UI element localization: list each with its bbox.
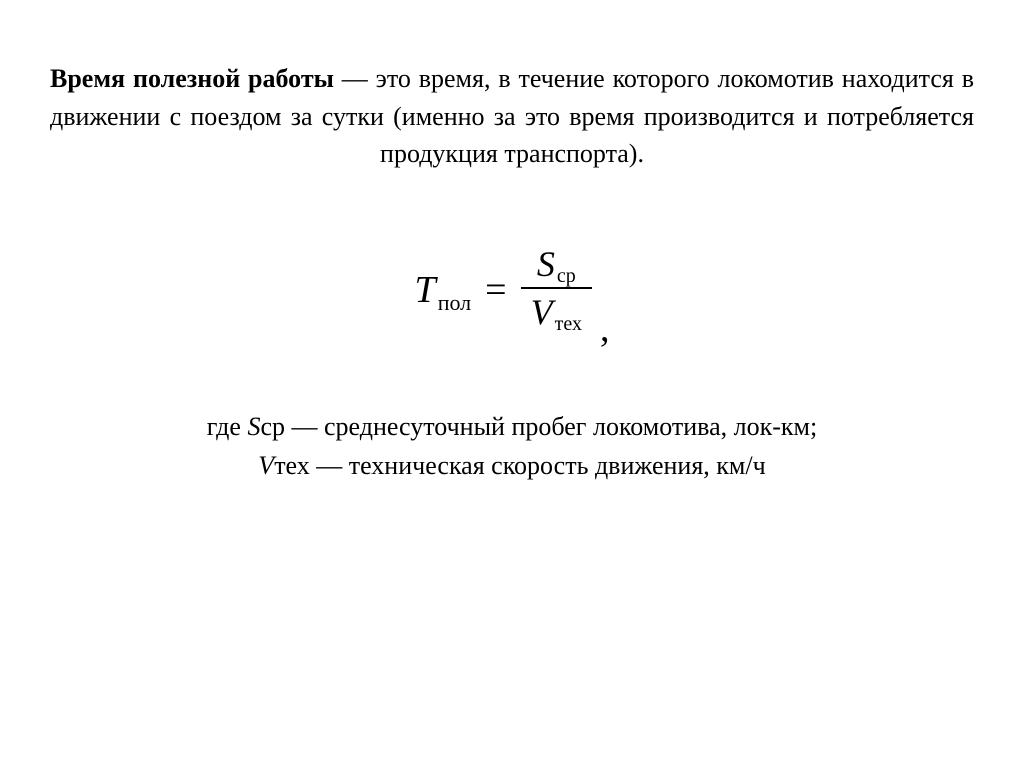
legend-sub-1: ср <box>260 412 285 441</box>
lhs-var-sub: пол <box>438 290 471 316</box>
den-var-main: V <box>531 291 553 333</box>
equals-sign: = <box>485 268 506 312</box>
formula-block: T пол = S ср V тех , <box>50 243 974 337</box>
trailing-comma: , <box>600 307 610 351</box>
lhs-variable: T пол <box>415 268 472 312</box>
num-var-sub: ср <box>557 265 576 288</box>
legend-var-1: S <box>247 412 260 441</box>
legend-line-1: где Sср — среднесуточный пробег локомоти… <box>50 407 974 446</box>
legend-var-2: V <box>258 451 274 480</box>
definition-term: Время полезной работы <box>50 64 334 93</box>
fraction: S ср V тех <box>521 241 592 335</box>
den-var-sub: тех <box>555 313 582 336</box>
legend-line-2: Vтех — техническая скорость движения, км… <box>50 446 974 485</box>
legend-block: где Sср — среднесуточный пробег локомоти… <box>50 407 974 485</box>
numerator: S ср <box>527 241 586 287</box>
legend-sub-2: тех <box>274 451 310 480</box>
lhs-var-main: T <box>415 268 436 312</box>
definition-paragraph: Время полезной работы — это время, в теч… <box>50 60 974 173</box>
legend-prefix: где <box>207 412 248 441</box>
legend-text-2: — техническая скорость движения, км/ч <box>310 451 766 480</box>
num-var-main: S <box>537 243 555 285</box>
formula: T пол = S ср V тех , <box>415 243 610 337</box>
legend-text-1: — среднесуточный пробег локомотива, лок-… <box>285 412 817 441</box>
denominator: V тех <box>521 289 592 335</box>
